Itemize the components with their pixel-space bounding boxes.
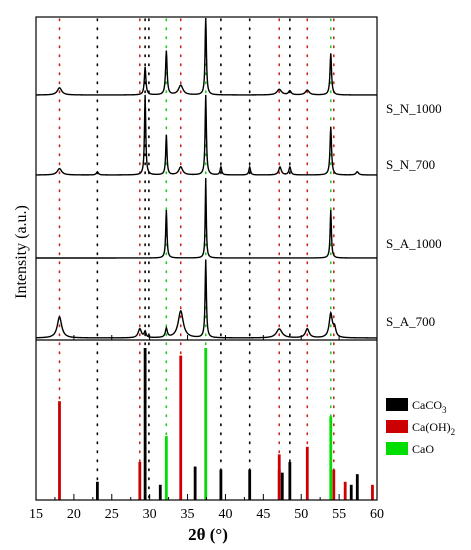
x-tick-label-40: 40 bbox=[218, 507, 232, 522]
trace-S_A_700 bbox=[36, 259, 377, 339]
series-labels: S_N_1000 S_N_700 S_A_1000 S_A_700 bbox=[386, 101, 442, 329]
legend-subscript-1: 2 bbox=[451, 427, 456, 437]
legend-label-0: CaCO3 bbox=[412, 398, 447, 415]
ref-CaCO3-47.5 bbox=[280, 472, 284, 500]
ref-Ca(OH)2-28.7 bbox=[138, 462, 142, 500]
reference-lines bbox=[58, 348, 374, 500]
legend: CaCO3 Ca(OH)2 CaO bbox=[386, 398, 455, 456]
x-tick-label-15: 15 bbox=[29, 507, 43, 522]
series-label-S_N_1000: S_N_1000 bbox=[386, 101, 442, 116]
ref-CaCO3-48.5 bbox=[288, 462, 292, 500]
series-label-S_A_700: S_A_700 bbox=[386, 314, 435, 329]
x-tick-label-30: 30 bbox=[143, 507, 157, 522]
ref-CaCO3-23.1 bbox=[95, 481, 99, 500]
ref-Ca(OH)2-47.1 bbox=[277, 454, 281, 500]
ref-CaO-53.9 bbox=[329, 416, 333, 500]
trace-S_N_1000 bbox=[36, 17, 377, 96]
ref-CaCO3-57.4 bbox=[355, 474, 359, 500]
legend-swatch-1 bbox=[386, 420, 408, 433]
legend-label-2: CaO bbox=[412, 442, 434, 456]
trace-S_A_1000 bbox=[36, 177, 377, 259]
x-axis-label: 2θ (°) bbox=[188, 525, 228, 544]
legend-swatch-0 bbox=[386, 398, 408, 411]
x-tick-label-45: 45 bbox=[256, 507, 270, 522]
ref-Ca(OH)2-55.8 bbox=[343, 481, 347, 500]
ref-Ca(OH)2-34.1 bbox=[179, 355, 183, 500]
x-tick-label-50: 50 bbox=[294, 507, 308, 522]
diffraction-traces bbox=[36, 17, 377, 339]
ref-CaO-37.4 bbox=[204, 348, 208, 500]
legend-label-1: Ca(OH)2 bbox=[412, 420, 455, 437]
x-tick-label-60: 60 bbox=[370, 507, 384, 522]
ref-CaCO3-31.4 bbox=[158, 484, 162, 500]
x-axis: 15 20 25 30 35 40 45 50 55 60 bbox=[29, 335, 384, 522]
x-tick-label-55: 55 bbox=[332, 507, 346, 522]
ref-CaCO3-39.4 bbox=[219, 469, 223, 500]
ref-CaCO3-43.2 bbox=[248, 469, 252, 500]
ref-Ca(OH)2-59.4 bbox=[371, 484, 374, 500]
legend-swatch-2 bbox=[386, 442, 408, 455]
trace-S_N_700 bbox=[36, 94, 377, 176]
legend-subscript-0: 3 bbox=[442, 405, 447, 415]
ref-Ca(OH)2-54.3 bbox=[332, 469, 336, 500]
ref-CaCO3-29.4 bbox=[143, 348, 147, 500]
ref-CaO-32.2 bbox=[164, 436, 168, 500]
x-tick-label-35: 35 bbox=[181, 507, 195, 522]
x-tick-label-25: 25 bbox=[105, 507, 119, 522]
ref-CaCO3-56.6 bbox=[349, 484, 353, 500]
series-label-S_N_700: S_N_700 bbox=[386, 157, 435, 172]
series-label-S_A_1000: S_A_1000 bbox=[386, 236, 442, 251]
ref-Ca(OH)2-18.1 bbox=[58, 401, 61, 500]
y-axis-label: Intensity (a.u.) bbox=[13, 205, 30, 299]
x-tick-label-20: 20 bbox=[67, 507, 81, 522]
ref-CaCO3-36 bbox=[193, 466, 197, 500]
ref-Ca(OH)2-50.8 bbox=[305, 446, 309, 500]
